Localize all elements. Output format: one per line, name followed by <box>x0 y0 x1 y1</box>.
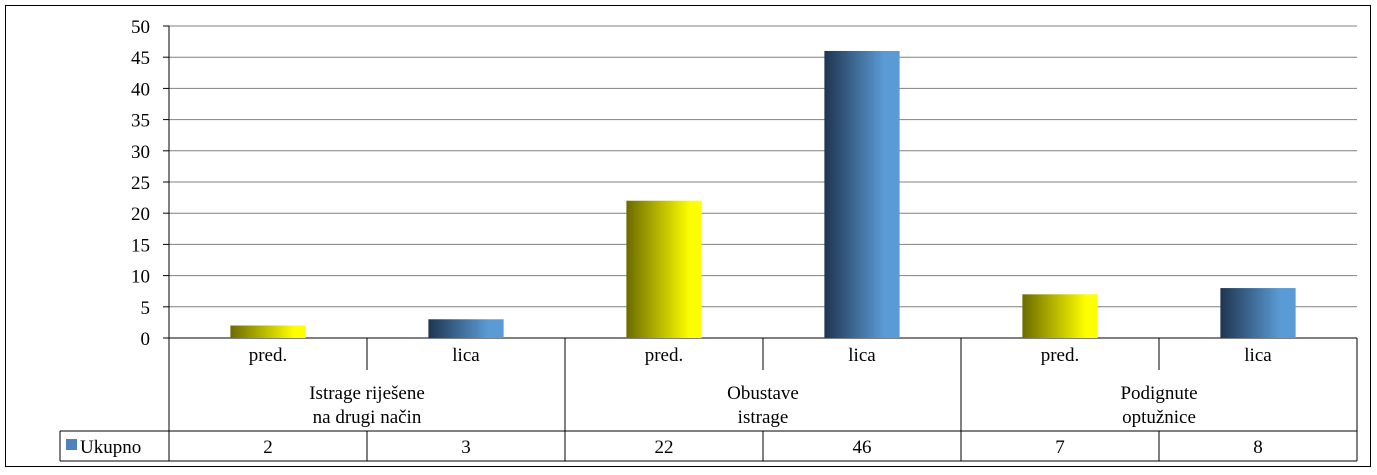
y-tick-label: 35 <box>131 111 150 132</box>
group-label: optužnice <box>1122 407 1196 428</box>
group-label: Obustave <box>727 383 799 404</box>
group-label: na drugi način <box>313 407 422 428</box>
category-label: pred. <box>645 345 684 366</box>
gridlines <box>169 25 1357 339</box>
category-label: pred. <box>1041 345 1080 366</box>
category-label: pred. <box>249 345 288 366</box>
table-value: 22 <box>655 437 674 458</box>
chart-frame <box>5 5 1371 467</box>
y-tick-label: 25 <box>131 173 150 194</box>
y-tick-label: 15 <box>131 235 150 256</box>
y-tick-label: 0 <box>141 329 151 350</box>
y-tick-label: 20 <box>131 204 150 225</box>
legend-key <box>66 439 77 450</box>
y-tick-label: 5 <box>141 298 151 319</box>
bars <box>230 50 1296 339</box>
y-tick-label: 45 <box>131 48 150 69</box>
table-value: 7 <box>1055 437 1065 458</box>
table-value: 3 <box>461 437 471 458</box>
group-label: istrage <box>738 407 789 428</box>
y-tick-label: 10 <box>131 267 150 288</box>
bar-lica-3 <box>824 50 900 339</box>
category-label: lica <box>452 345 480 366</box>
bar-pred-2 <box>626 200 702 338</box>
bar-lica-1 <box>428 319 504 338</box>
bar-pred-4 <box>1022 294 1098 338</box>
table-value: 46 <box>853 437 872 458</box>
y-tick-label: 40 <box>131 79 150 100</box>
category-label: lica <box>848 345 876 366</box>
group-label: Istrage riješene <box>309 383 425 404</box>
y-tick-label: 50 <box>131 17 150 38</box>
group-label: Podignute <box>1120 383 1197 404</box>
table-value: 2 <box>263 437 273 458</box>
y-tick-label: 30 <box>131 142 150 163</box>
bar-lica-5 <box>1220 288 1296 338</box>
category-table: pred. 2 lica 3 pred. 22 lica 46 pred. 7 lica 8 Istra… <box>59 338 1358 462</box>
category-label: lica <box>1244 345 1272 366</box>
bar-pred-0 <box>230 325 306 338</box>
table-row-label: Ukupno <box>80 437 141 458</box>
table-value: 8 <box>1253 437 1263 458</box>
y-axis: 0 5 10 15 20 25 30 35 40 45 50 <box>131 17 170 350</box>
